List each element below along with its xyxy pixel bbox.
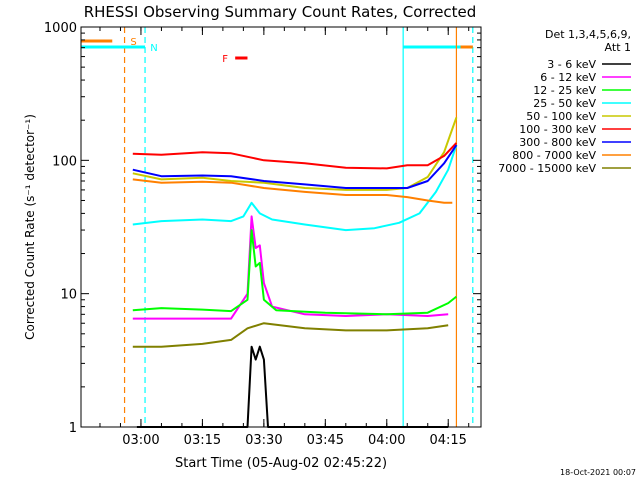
legend-header-line-2: Att 1 <box>605 41 631 54</box>
x-tick-label: 03:30 <box>245 433 282 448</box>
y-axis: 1 10 100 1000 <box>44 21 481 436</box>
annotation-label-n: N <box>150 43 157 54</box>
y-tick-label: 1000 <box>44 21 77 36</box>
series-line-300-800-kev <box>132 144 458 189</box>
plot-frame <box>80 26 482 428</box>
series-line-7000-15000-kev <box>132 322 449 348</box>
chart-title: RHESSI Observing Summary Count Rates, Co… <box>84 3 477 21</box>
legend-entry-12-25-kev: 12 - 25 keV <box>533 84 596 97</box>
series-line-3-6-kev <box>136 345 449 428</box>
generation-timestamp: 18-Oct-2021 00:07 <box>560 468 636 477</box>
series-line-6-12-kev <box>132 215 449 320</box>
x-axis-label: Start Time (05-Aug-02 02:45:22) <box>175 456 387 471</box>
y-axis-label: Corrected Count Rate (s⁻¹ detector⁻¹) <box>23 114 37 340</box>
legend-entry-800-7000-kev: 800 - 7000 keV <box>512 149 596 162</box>
annotation-label-s: S <box>130 37 136 48</box>
legend-entry-100-300-kev: 100 - 300 keV <box>519 123 596 136</box>
legend-entry-50-100-kev: 50 - 100 keV <box>526 110 596 123</box>
legend-entry-6-12-kev: 6 - 12 keV <box>540 71 596 84</box>
legend-header-line-1: Det 1,3,4,5,6,9, <box>545 28 631 41</box>
x-axis: 03:00 03:15 03:30 03:45 04:00 04:15 <box>99 27 470 448</box>
series-line-12-25-kev <box>132 229 458 316</box>
legend-entry-7000-15000-kev: 7000 - 15000 keV <box>498 162 596 175</box>
legend-entry-3-6-kev: 3 - 6 keV <box>547 58 596 71</box>
plot-area: S N F <box>81 27 474 428</box>
x-tick-label: 03:00 <box>122 433 159 448</box>
legend-entry-25-50-kev: 25 - 50 keV <box>533 97 596 110</box>
series-line-50-100-kev <box>132 117 458 191</box>
y-tick-label: 10 <box>60 288 77 303</box>
y-tick-label: 1 <box>69 421 77 436</box>
legend-entry-300-800-kev: 300 - 800 keV <box>519 136 596 149</box>
series-line-800-7000-kev <box>132 178 453 204</box>
x-tick-label: 03:15 <box>184 433 221 448</box>
x-tick-label: 04:15 <box>429 433 466 448</box>
x-tick-label: 03:45 <box>307 433 344 448</box>
annotation-label-f: F <box>222 54 228 65</box>
series-line-25-50-kev <box>132 144 458 232</box>
x-tick-label: 04:00 <box>368 433 405 448</box>
series-line-100-300-kev <box>132 142 458 170</box>
y-tick-label: 100 <box>52 154 77 169</box>
